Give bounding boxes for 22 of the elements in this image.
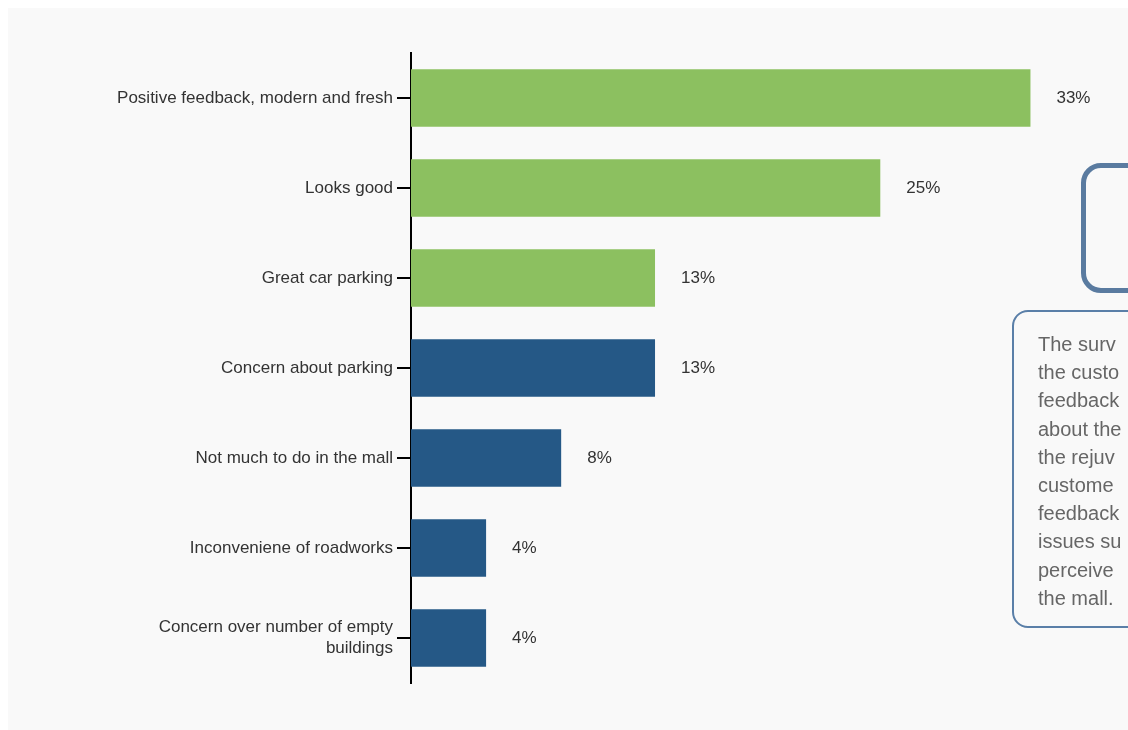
data-label: 13% bbox=[681, 267, 716, 287]
bar bbox=[411, 69, 1031, 127]
data-label: 13% bbox=[681, 357, 716, 377]
y-tick-label: Positive feedback, modern and fresh bbox=[117, 87, 393, 107]
bar bbox=[411, 609, 487, 667]
bar bbox=[411, 519, 487, 577]
y-tick-label: Concern about parking bbox=[220, 357, 393, 377]
data-label: 33% bbox=[1056, 87, 1091, 107]
data-label: 4% bbox=[512, 627, 537, 647]
bar bbox=[411, 159, 881, 217]
y-tick-label: Not much to do in the mall bbox=[195, 447, 393, 467]
bar bbox=[411, 339, 656, 397]
bar bbox=[411, 429, 562, 487]
y-tick-label: Concern over number of empty buildings bbox=[158, 617, 394, 657]
data-label: 8% bbox=[587, 447, 612, 467]
y-tick-label: Great car parking bbox=[261, 267, 393, 287]
text: The surv the custo feedback about the the rejuv custome feedback issues su perceive the mall. bbox=[1038, 333, 1122, 609]
y-tick-label: Looks good bbox=[305, 177, 393, 197]
data-label: 25% bbox=[906, 177, 941, 197]
y-tick-label: Inconveniene of roadworks bbox=[189, 537, 393, 557]
data-label: 4% bbox=[512, 537, 537, 557]
bar bbox=[411, 249, 656, 307]
